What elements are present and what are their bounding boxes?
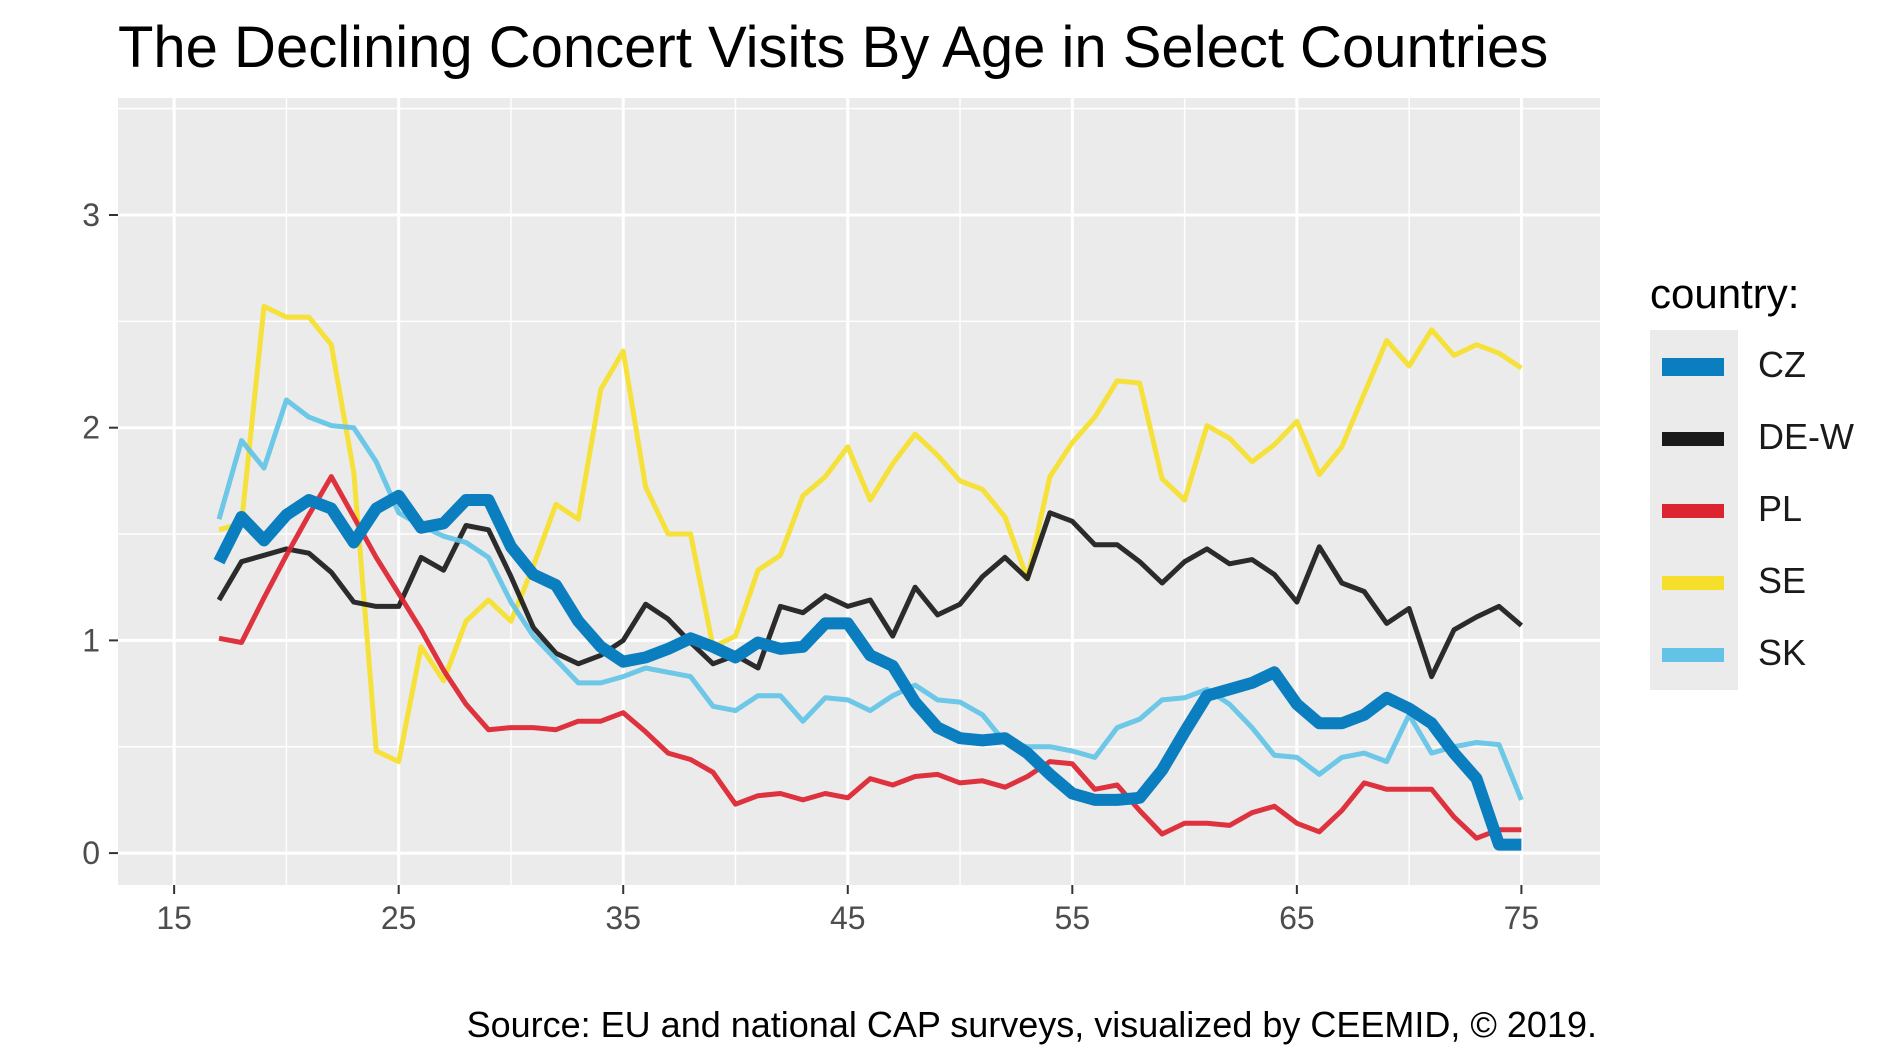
x-tick-label: 45 (830, 900, 866, 936)
legend-swatch-cz (1662, 358, 1724, 376)
y-tick-label: 2 (82, 410, 100, 446)
x-tick-label: 15 (156, 900, 192, 936)
legend: country: CZ DE-W PL SE SK (1650, 270, 1880, 690)
x-tick-label: 55 (1055, 900, 1091, 936)
legend-swatch-se (1662, 576, 1724, 590)
legend-item-de-w: DE-W (1650, 402, 1854, 474)
series-line-de-w (216, 510, 1524, 680)
x-tick-label: 35 (605, 900, 641, 936)
series-line-sk (216, 397, 1524, 801)
series-lines (213, 303, 1524, 851)
legend-item-sk: SK (1650, 618, 1806, 690)
x-tick-label: 25 (381, 900, 417, 936)
legend-label-se: SE (1758, 560, 1807, 601)
legend-item-cz: CZ (1650, 330, 1806, 402)
legend-swatch-de-w (1662, 432, 1724, 446)
axis-ticks: 15 25 35 45 55 65 75 0 1 2 3 (82, 197, 1539, 936)
legend-label-sk: SK (1758, 632, 1807, 673)
series-line-se (218, 303, 1523, 765)
source-caption: Source: EU and national CAP surveys, vis… (466, 1004, 1597, 1045)
series-line-pl (218, 474, 1522, 841)
legend-label-pl: PL (1758, 488, 1803, 529)
legend-swatch-pl (1662, 504, 1724, 518)
legend-label-cz: CZ (1758, 344, 1806, 385)
legend-title: country: (1650, 270, 1800, 317)
legend-item-se: SE (1650, 546, 1806, 618)
legend-swatch-sk (1662, 648, 1724, 662)
y-tick-label: 0 (82, 835, 100, 871)
legend-item-pl: PL (1650, 474, 1802, 546)
y-tick-label: 3 (82, 197, 100, 233)
x-tick-label: 75 (1504, 900, 1540, 936)
legend-label-de-w: DE-W (1758, 416, 1854, 457)
x-tick-label: 65 (1279, 900, 1315, 936)
series-line-cz (213, 489, 1522, 851)
y-tick-label: 1 (82, 622, 100, 658)
chart-title: The Declining Concert Visits By Age in S… (118, 15, 1549, 80)
